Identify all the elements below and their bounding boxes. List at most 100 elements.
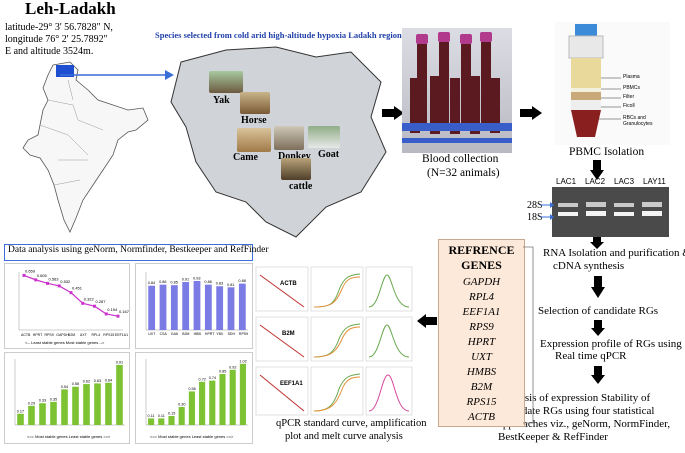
ladakh-highlight: [56, 65, 74, 77]
location-title: Leh-Ladakh: [25, 0, 116, 18]
data-label: 0.63: [94, 379, 101, 383]
data-label: 0.287: [96, 299, 107, 304]
data-label: 0.58: [72, 382, 79, 386]
animal-label-horse: Horse: [241, 115, 267, 126]
data-label: 0.54: [61, 385, 68, 389]
gel-band-arrows: [540, 202, 554, 220]
data-label: 0.81: [227, 283, 234, 287]
goat-photo: [308, 126, 340, 148]
qpcr-caption-1: qPCR standard curve, amplification: [276, 418, 427, 429]
blood-tubes-photo: [402, 28, 512, 153]
gene-item: RPL4: [468, 291, 495, 303]
bar: [61, 389, 68, 425]
tick-label: UXT: [80, 333, 88, 337]
bar: [159, 284, 167, 330]
data-label: 0.88: [238, 279, 245, 283]
bar: [199, 381, 206, 425]
tick-label: HPRT: [33, 333, 43, 337]
data-label: 0.15: [168, 412, 175, 416]
data-label: 0.92: [229, 365, 236, 369]
tick-label: B2M: [182, 332, 189, 336]
bar: [50, 401, 57, 425]
gene-item: UXT: [471, 351, 492, 363]
data-label: 0.84: [148, 281, 155, 285]
data-label: 0.35: [50, 397, 57, 401]
bar: [17, 413, 24, 425]
genes-title-2: GENES: [461, 258, 502, 272]
bar: [178, 407, 185, 425]
tick-label: B2M: [68, 333, 75, 337]
data-label: 0.194: [107, 307, 118, 312]
gel-lane-2: LAC2: [585, 177, 606, 186]
data-label: 0.563: [49, 276, 60, 281]
gel-lane-1: LAC1: [556, 177, 577, 186]
data-analysis-title-box: Data analysis using geNorm, Normfinder, …: [4, 244, 269, 261]
data-label: 0.91: [116, 360, 123, 364]
bar: [170, 285, 178, 330]
gene-item: HMBS: [466, 366, 497, 378]
bar: [229, 369, 236, 425]
data-label: 0.62: [83, 380, 90, 384]
step-expression-2: Real time qPCR: [555, 350, 627, 362]
bar: [227, 287, 235, 330]
step-analysis-3: approaches viz., geNorm, NormFinder,: [498, 418, 671, 430]
gene-item: RPS15: [466, 396, 497, 408]
location-coord-2: longitude 76° 2' 25.7892'': [5, 34, 108, 45]
data-label: 0.64: [105, 378, 112, 382]
gene-item: GAPDH: [462, 276, 501, 288]
pbmc-layer-pbmcs: PBMCs: [623, 85, 640, 91]
chart-reffinder-svg: 0.11 0.110.150.300.560.72 0.740.850.921.02: [145, 359, 248, 426]
pbmc-layer-rbc: RBCs and Granulocytes: [623, 115, 653, 127]
arrow-to-selection: [591, 276, 605, 298]
tick-label: GA6: [171, 332, 178, 336]
data-label: 0.11: [148, 414, 155, 418]
data-label: 0.85: [219, 370, 226, 374]
bar: [39, 403, 46, 425]
camel-photo: [237, 128, 271, 152]
data-label: 0.167: [119, 309, 129, 314]
chart-bestkeeper: 0.17 0.29 0.33 0.35 0.54 0.58 0.62 0.63 0.64 0.91…: [4, 352, 130, 444]
bar: [116, 364, 123, 425]
data-point: [46, 281, 49, 285]
data-label: 0.605: [37, 273, 48, 278]
data-label: 0.17: [17, 409, 24, 413]
data-label: 0.322: [84, 296, 95, 301]
blood-title: Blood collection: [422, 153, 499, 165]
qpcr-gene-actb: ACTB: [280, 281, 297, 287]
pbmc-tube-photo: Plasma PBMCs Filter Ficoll RBCs and Gran…: [555, 22, 670, 145]
chart-reffinder-axis: <== Most stable genes Least stable genes…: [150, 434, 234, 439]
bar: [193, 280, 201, 330]
data-label: 0.83: [216, 282, 223, 286]
data-label: 0.74: [209, 376, 216, 380]
data-point: [22, 273, 26, 277]
arrow-to-expression: [591, 320, 605, 336]
tick-label: RPS9: [239, 332, 248, 336]
bar: [219, 374, 226, 425]
horse-photo: [240, 92, 270, 114]
location-coord-3: E and altitude 3524m.: [5, 46, 94, 57]
bar: [238, 283, 246, 330]
bar: [239, 363, 246, 425]
step-analysis-1: Analysis of expression Stability of: [498, 392, 651, 404]
series-line: [23, 274, 119, 317]
step-rna-1: RNA Isolation and purification &: [543, 247, 685, 259]
bar: [158, 418, 165, 425]
arrow-to-gel: [590, 160, 604, 180]
data-label: 0.56: [188, 387, 195, 391]
gel-band-18s: 18S: [527, 212, 543, 223]
gene-item: ACTB: [468, 411, 495, 423]
reference-genes-panel: REFRENCE GENES GAPDH RPL4 EEF1A1 RPS9 HP…: [438, 239, 525, 427]
india-map: [22, 61, 149, 233]
bar: [105, 382, 112, 425]
pbmc-layer-ficoll: Ficoll: [623, 103, 635, 109]
data-label: 0.659: [25, 268, 36, 273]
pbmc-layer-plasma: Plasma: [623, 74, 640, 80]
arrow-to-blood: [382, 106, 404, 120]
gene-item: B2M: [470, 381, 493, 393]
blood-count: (N=32 animals): [427, 167, 500, 179]
chart-genorm-axis: <-- Least stable genes Most stable genes…: [25, 340, 105, 345]
gene-item: HPRT: [467, 336, 496, 348]
step-analysis-4: BestKeeper & RefFinder: [498, 431, 608, 443]
chart-normfinder: 0.84 UXT 0.86 CSA 0.85 GA6 0.91 B2M 0.93 HBB 0.86 H…: [135, 263, 253, 349]
tick-label: ACTB: [21, 333, 31, 337]
